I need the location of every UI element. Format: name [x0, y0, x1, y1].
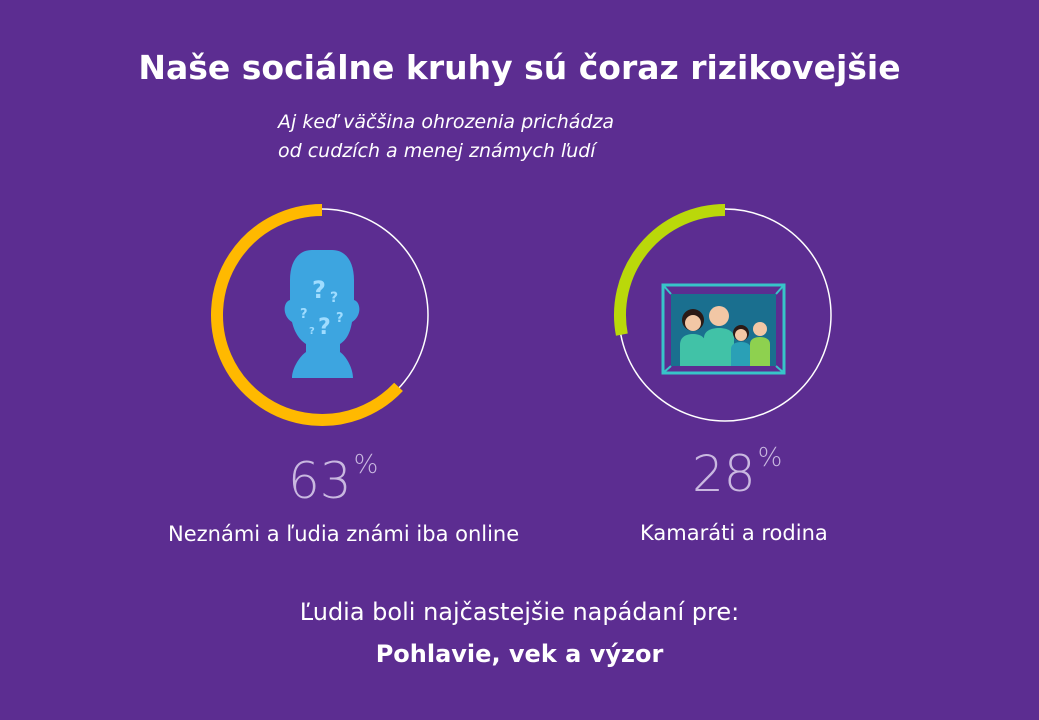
gauge-arc-family — [614, 204, 726, 336]
svg-text:?: ? — [318, 315, 331, 340]
svg-text:?: ? — [330, 290, 338, 306]
subtitle-line-1: Aj keď väčšina ohrozenia prichádza — [278, 111, 615, 133]
label-strangers: Neznámi a ľudia známi iba online — [168, 522, 520, 546]
svg-text:?: ? — [300, 307, 308, 322]
value-family-unit: % — [757, 443, 783, 473]
chart-title: Naše sociálne kruhy sú čoraz rizikovejši… — [138, 48, 901, 87]
value-family: 28% — [692, 443, 783, 503]
subtitle-line-2: od cudzích a menej známych ľudí — [278, 140, 596, 162]
footer-answer: Pohlavie, vek a výzor — [375, 640, 664, 668]
gauge-family — [614, 204, 832, 422]
value-strangers-number: 63 — [288, 452, 352, 510]
unknown-person-icon: ? ? ? ? ? ? — [284, 250, 360, 378]
gauge-strangers: ? ? ? ? ? ? — [211, 204, 429, 426]
gauge-arc-strangers — [211, 204, 403, 426]
label-family: Kamaráti a rodina — [640, 521, 828, 545]
chart-subtitle: Aj keď väčšina ohrozenia prichádza od cu… — [278, 108, 614, 166]
svg-text:?: ? — [312, 276, 326, 304]
footer-question: Ľudia boli najčastejšie napádaní pre: — [299, 598, 740, 626]
svg-text:?: ? — [336, 311, 344, 326]
value-family-number: 28 — [692, 445, 756, 503]
value-strangers: 63% — [288, 450, 379, 510]
svg-text:?: ? — [309, 326, 315, 337]
value-strangers-unit: % — [353, 450, 379, 480]
family-photo-icon — [661, 283, 786, 375]
